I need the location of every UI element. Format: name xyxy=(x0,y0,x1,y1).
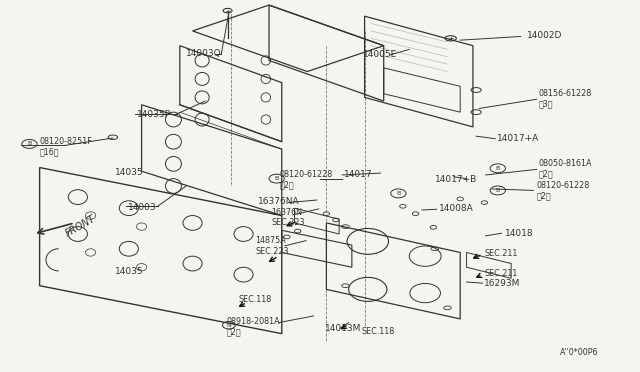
Text: 14875A
SEC.223: 14875A SEC.223 xyxy=(255,237,289,256)
Text: B: B xyxy=(495,188,500,193)
Text: A''0*00P6: A''0*00P6 xyxy=(559,349,598,357)
Text: 16293M: 16293M xyxy=(484,279,521,288)
Text: SEC.118: SEC.118 xyxy=(362,327,395,336)
Text: B: B xyxy=(396,191,401,196)
Text: SEC.211: SEC.211 xyxy=(484,249,518,258)
Text: 08120-61228
（2）: 08120-61228 （2） xyxy=(537,181,590,200)
Text: 14002D: 14002D xyxy=(527,31,563,40)
Text: 14018: 14018 xyxy=(505,229,533,238)
Text: 14017: 14017 xyxy=(344,170,373,179)
Text: FRONT: FRONT xyxy=(64,213,98,238)
Text: 14035P: 14035P xyxy=(137,109,171,119)
Text: 14017+B: 14017+B xyxy=(435,175,477,184)
Text: 16376NA: 16376NA xyxy=(258,198,300,206)
Text: B: B xyxy=(28,141,31,147)
Text: 08120-8251F
（16）: 08120-8251F （16） xyxy=(40,137,92,156)
Text: 14003Q: 14003Q xyxy=(186,49,222,58)
Text: 14003: 14003 xyxy=(127,202,156,212)
Text: 08050-8161A
（2）: 08050-8161A （2） xyxy=(539,158,592,178)
Text: 16376N
SEC.223: 16376N SEC.223 xyxy=(271,208,305,227)
Text: 14013M: 14013M xyxy=(325,324,362,333)
Text: N: N xyxy=(227,323,231,328)
Text: SEC.118: SEC.118 xyxy=(239,295,272,304)
Text: B: B xyxy=(275,176,279,181)
Text: 14005E: 14005E xyxy=(363,50,397,59)
Text: B: B xyxy=(495,166,500,171)
Text: 14017+A: 14017+A xyxy=(497,134,540,143)
Text: 14008A: 14008A xyxy=(438,204,473,214)
Text: 14035: 14035 xyxy=(115,168,143,177)
Text: 14035: 14035 xyxy=(115,267,143,276)
Text: SEC.211: SEC.211 xyxy=(484,269,518,278)
Text: 08120-61228
（2）: 08120-61228 （2） xyxy=(280,170,333,189)
Text: 08918-2081A
（2）: 08918-2081A （2） xyxy=(227,317,280,337)
Text: 08156-61228
（3）: 08156-61228 （3） xyxy=(539,89,592,108)
